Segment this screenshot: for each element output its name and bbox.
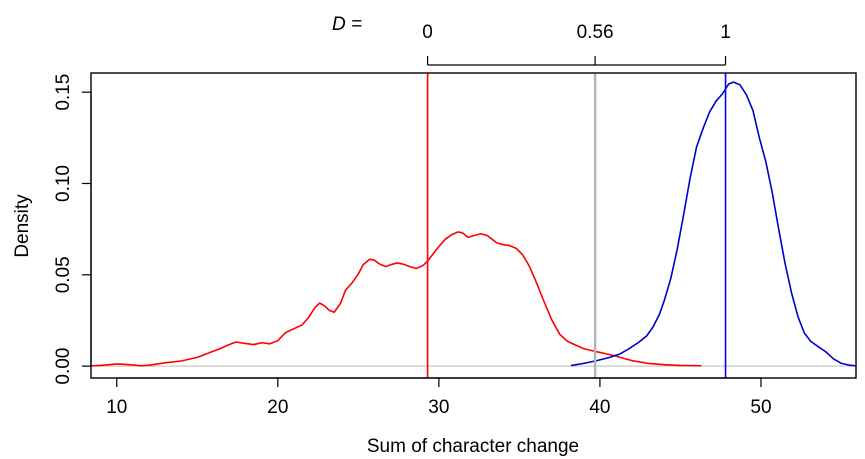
d-scale-label: D = <box>332 14 362 35</box>
y-tick-label: 0.15 <box>53 74 74 111</box>
density-curve-1 <box>91 231 702 367</box>
x-axis-title: Sum of character change <box>367 436 579 457</box>
x-tick-label: 30 <box>428 397 449 418</box>
y-axis-title: Density <box>12 194 33 258</box>
d-scale-tick-label: 0 <box>422 22 433 43</box>
d-scale: D = 0 0.56 1 <box>332 14 731 66</box>
d-scale-tick-label: 0.56 <box>577 22 614 43</box>
y-tick-label: 0.10 <box>53 165 74 202</box>
x-tick-label: 20 <box>267 397 288 418</box>
x-tick-label: 40 <box>589 397 610 418</box>
x-tick-label: 50 <box>750 397 771 418</box>
y-tick-label: 0.05 <box>53 256 74 293</box>
vertical-reference-lines <box>426 73 727 378</box>
d-scale-tick-label: 1 <box>720 22 731 43</box>
x-tick-label: 10 <box>106 397 127 418</box>
x-axis: 10 20 30 40 50 <box>106 377 772 418</box>
y-axis: 0.00 0.05 0.10 0.15 <box>53 74 92 385</box>
y-tick-label: 0.00 <box>53 348 74 385</box>
